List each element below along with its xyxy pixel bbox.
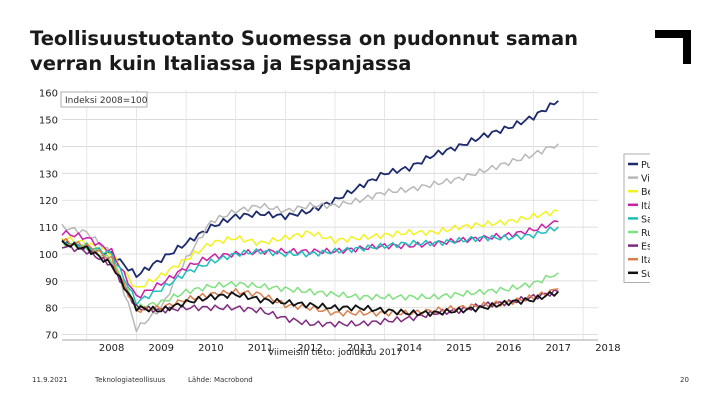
line-chart: Indeksi 2008=100 Viimeisin tieto: jouluk… bbox=[39, 89, 650, 358]
y-tick-label: 100 bbox=[39, 250, 58, 261]
y-tick-label: 120 bbox=[39, 196, 58, 207]
y-tick-label: 160 bbox=[39, 89, 58, 100]
slide-title: Teollisuustuotanto Suomessa on pudonnut … bbox=[30, 27, 579, 75]
x-tick-label: 2011 bbox=[248, 343, 273, 354]
x-tick-label: 2014 bbox=[397, 343, 422, 354]
y-tick-label: 130 bbox=[39, 169, 58, 180]
y-tick-label: 80 bbox=[45, 304, 58, 315]
corner-logo-mark bbox=[655, 30, 691, 64]
legend-label: Italia bbox=[641, 255, 650, 266]
legend-label: Itävalta bbox=[641, 201, 650, 212]
y-tick-label: 90 bbox=[45, 277, 58, 288]
x-tick-label: 2009 bbox=[149, 343, 174, 354]
y-tick-label: 110 bbox=[39, 223, 58, 234]
axis-ticks: 70 80 90 100 110 120 130 140 150 160 2008 2009 2010 2… bbox=[39, 89, 621, 354]
legend-label: Viro bbox=[641, 174, 650, 185]
series-lines bbox=[61, 100, 559, 333]
x-tick-label: 2018 bbox=[595, 343, 620, 354]
series-line-belgia bbox=[61, 209, 559, 288]
annotation-box bbox=[60, 91, 148, 108]
y-tick-label: 140 bbox=[39, 142, 58, 153]
series-line-espanja bbox=[61, 244, 559, 328]
legend-label: Ruotsi bbox=[641, 228, 650, 239]
legend-label: Espanja bbox=[641, 242, 650, 253]
series-line-itävalta bbox=[61, 220, 559, 299]
footer-date: 11.9.2021 bbox=[32, 376, 68, 384]
y-tick-label: 150 bbox=[39, 116, 58, 127]
footer-source: Lähde: Macrobond bbox=[188, 376, 253, 384]
x-tick-label: 2012 bbox=[297, 343, 322, 354]
footer-organization: Teknologiateollisuus bbox=[95, 376, 166, 384]
y-tick-label: 70 bbox=[45, 331, 58, 342]
x-tick-label: 2013 bbox=[347, 343, 372, 354]
x-tick-label: 2010 bbox=[198, 343, 223, 354]
legend: Puola Viro Belgia Itävalta Saksa Ruotsi Espanj… bbox=[623, 153, 650, 283]
legend-label: Puola bbox=[641, 160, 650, 171]
x-tick-label: 2016 bbox=[496, 343, 521, 354]
plot-frame bbox=[62, 90, 148, 91]
series-line-suomi bbox=[61, 240, 559, 318]
series-line-viro bbox=[61, 143, 559, 333]
x-axis-label: Viimeisin tieto: joulukuu 2017 bbox=[268, 348, 402, 358]
annotation-text: Indeksi 2008=100 bbox=[65, 96, 148, 106]
x-tick-label: 2015 bbox=[446, 343, 471, 354]
legend-label: Suomi bbox=[641, 269, 650, 280]
x-tick-label: 2017 bbox=[546, 343, 571, 354]
page-number: 20 bbox=[680, 376, 689, 384]
series-line-saksa bbox=[61, 226, 559, 306]
legend-label: Saksa bbox=[641, 214, 650, 225]
legend-label: Belgia bbox=[641, 187, 650, 198]
series-line-puola bbox=[61, 100, 559, 279]
x-tick-label: 2008 bbox=[99, 343, 124, 354]
series-line-italia bbox=[61, 237, 559, 317]
